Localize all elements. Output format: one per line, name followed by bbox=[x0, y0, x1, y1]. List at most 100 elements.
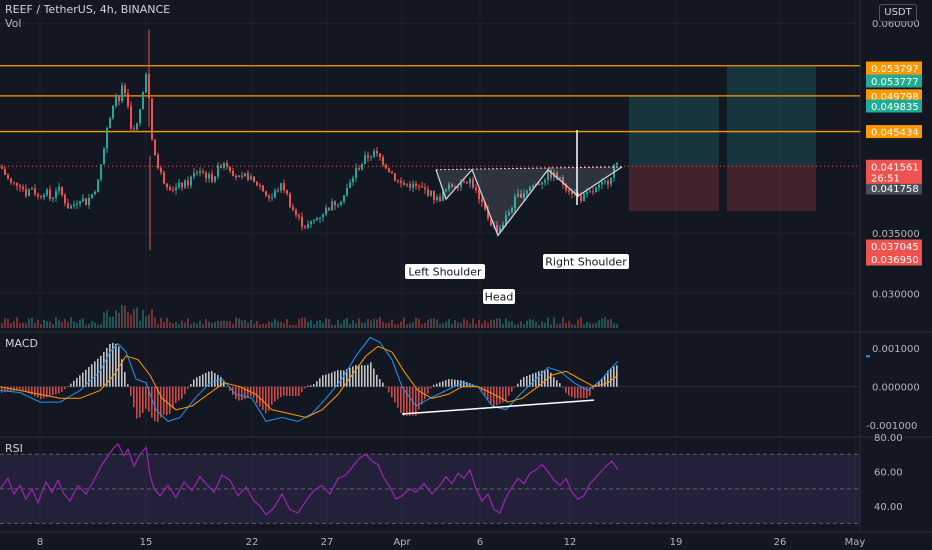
macd-histogram-bar bbox=[61, 386, 63, 392]
macd-histogram-bar bbox=[193, 379, 195, 387]
volume-bar bbox=[214, 322, 216, 328]
candle-body bbox=[250, 176, 252, 180]
candle-body bbox=[241, 175, 243, 177]
volume-bar bbox=[184, 322, 186, 328]
macd-histogram-bar bbox=[433, 384, 435, 387]
volume-bar bbox=[88, 323, 90, 328]
level-price-tag-bg bbox=[866, 125, 922, 139]
volume-bar bbox=[193, 322, 195, 328]
profit-zone bbox=[727, 65, 816, 167]
macd-histogram-bar bbox=[508, 386, 510, 396]
loss-zone bbox=[727, 166, 816, 212]
volume-bar bbox=[367, 318, 369, 328]
volume-bar bbox=[40, 324, 42, 328]
candle-body bbox=[142, 92, 144, 110]
macd-histogram-bar bbox=[295, 386, 297, 396]
candle-body bbox=[430, 190, 432, 196]
candle-body bbox=[529, 187, 531, 191]
macd-histogram-bar bbox=[313, 384, 315, 387]
volume-bar bbox=[253, 324, 255, 328]
candle-body bbox=[304, 226, 306, 228]
time-axis-label: 6 bbox=[477, 537, 483, 548]
volume-bar bbox=[181, 320, 183, 328]
volume-bar bbox=[577, 319, 579, 328]
macd-histogram-bar bbox=[379, 379, 381, 387]
candle-body bbox=[28, 189, 30, 196]
macd-histogram-bar bbox=[229, 386, 231, 391]
candle-body bbox=[202, 171, 204, 173]
candle-body bbox=[64, 194, 66, 204]
loss-zone bbox=[629, 166, 719, 212]
macd-histogram-bar bbox=[484, 386, 486, 396]
candle-body bbox=[562, 177, 564, 185]
volume-bar bbox=[439, 323, 441, 328]
macd-title: MACD bbox=[5, 337, 38, 350]
macd-histogram-bar bbox=[388, 386, 390, 393]
currency-button[interactable]: USDT bbox=[879, 4, 917, 22]
candle-body bbox=[481, 199, 483, 203]
candle-body bbox=[373, 150, 375, 157]
candle-body bbox=[388, 168, 390, 172]
volume-bar bbox=[130, 314, 132, 328]
volume-bar bbox=[355, 323, 357, 328]
volume-bar bbox=[319, 320, 321, 328]
macd-histogram-bar bbox=[457, 379, 459, 387]
time-axis-label: 27 bbox=[321, 537, 334, 548]
macd-histogram-bar bbox=[523, 377, 525, 387]
volume-bar bbox=[601, 318, 603, 328]
candle-body bbox=[172, 189, 174, 191]
macd-histogram-bar bbox=[397, 386, 399, 408]
volume-bar bbox=[238, 318, 240, 328]
volume-bar bbox=[49, 321, 51, 328]
volume-bar bbox=[190, 323, 192, 328]
macd-histogram-bar bbox=[604, 375, 606, 387]
volume-bar bbox=[520, 321, 522, 328]
volume-bar bbox=[376, 319, 378, 328]
candle-body bbox=[328, 207, 330, 211]
macd-histogram-bar bbox=[253, 386, 255, 398]
time-axis-label: 19 bbox=[670, 537, 683, 548]
macd-histogram-bar bbox=[124, 372, 126, 387]
macd-histogram-bar bbox=[16, 386, 18, 391]
candle-body bbox=[442, 191, 444, 202]
volume-bar bbox=[469, 323, 471, 328]
pattern-outline bbox=[435, 166, 623, 237]
volume-bar bbox=[496, 318, 498, 328]
level-price-tag: 0.045434 bbox=[871, 128, 919, 139]
volume-bar bbox=[349, 323, 351, 328]
candle-body bbox=[412, 183, 414, 188]
volume-bar bbox=[553, 317, 555, 328]
macd-histogram-bar bbox=[502, 386, 504, 403]
candle-body bbox=[115, 95, 117, 106]
candle-body bbox=[55, 191, 57, 198]
volume-bar bbox=[370, 320, 372, 328]
volume-bar bbox=[28, 318, 30, 328]
candle-body bbox=[88, 197, 90, 206]
volume-bar bbox=[100, 324, 102, 328]
candle-body bbox=[418, 186, 420, 188]
candle-body bbox=[187, 180, 189, 186]
macd-histogram-bar bbox=[430, 386, 432, 389]
candle-body bbox=[301, 216, 303, 227]
volume-bar bbox=[448, 318, 450, 328]
candle-body bbox=[367, 155, 369, 158]
macd-histogram-bar bbox=[349, 367, 351, 387]
candle-body bbox=[181, 182, 183, 188]
macd-histogram-bar bbox=[505, 386, 507, 402]
macd-histogram-bar bbox=[7, 386, 9, 392]
candle-body bbox=[319, 217, 321, 219]
macd-histogram-bar bbox=[142, 386, 144, 413]
volume-bar bbox=[382, 321, 384, 328]
candle-body bbox=[10, 178, 12, 183]
countdown-timer: 26:51 bbox=[871, 173, 900, 184]
volume-bar bbox=[403, 317, 405, 328]
volume-bar bbox=[16, 317, 18, 328]
macd-histogram-bar bbox=[286, 386, 288, 396]
volume-bar bbox=[10, 323, 12, 328]
symbol-title[interactable]: REEF / TetherUS, 4h, BINANCE bbox=[5, 3, 171, 16]
macd-histogram-bar bbox=[376, 374, 378, 387]
macd-histogram-bar bbox=[298, 386, 300, 396]
candle-body bbox=[19, 185, 21, 187]
